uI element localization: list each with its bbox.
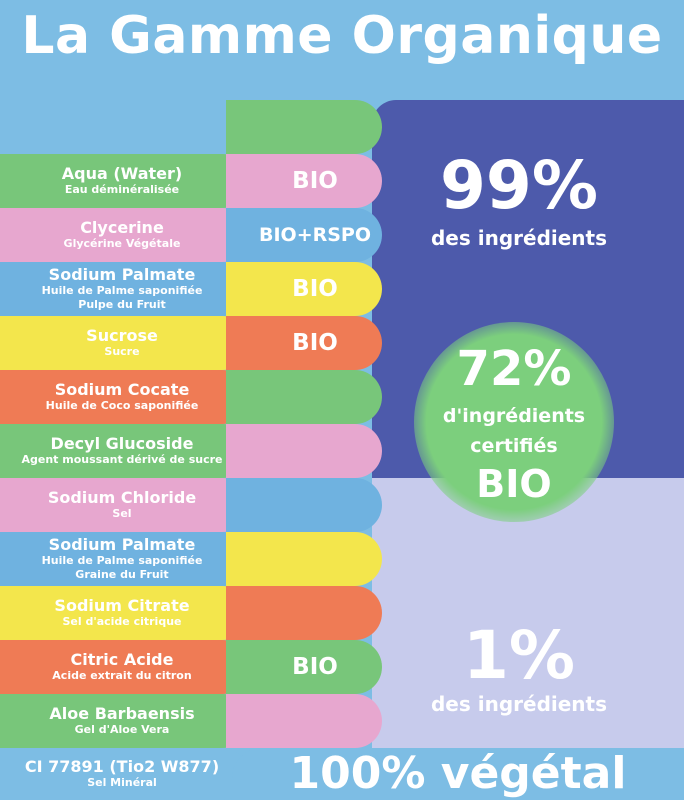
ingredient-name: Sodium Chloride — [47, 488, 197, 507]
certification-label: BIO+RSPO — [258, 224, 371, 246]
stat-72-line1: d'ingrédients — [442, 405, 586, 427]
ingredient-description: Eau déminéralisée — [64, 183, 180, 196]
certification-pill — [226, 586, 382, 640]
ingredient-description: Sel Minéral — [87, 776, 157, 789]
certification-label: BIO — [292, 168, 338, 194]
certification-label: BIO — [292, 330, 338, 356]
stat-1-value: 1% — [462, 617, 576, 694]
ingredient-name: Citric Acide — [70, 650, 174, 669]
ingredient-row: Decyl Glucoside Agent moussant dérivé de … — [0, 424, 248, 478]
certification-label: BIO — [292, 276, 338, 302]
certification-pill — [226, 478, 382, 532]
ingredient-row: Sodium Palmate Huile de Palme saponifiée P… — [0, 262, 248, 316]
certification-pill — [226, 370, 382, 424]
ingredient-description-extra: Pulpe du Fruit — [78, 298, 166, 311]
certification-pill: BIO — [226, 154, 382, 208]
stat-panel-1 — [372, 478, 684, 748]
ingredient-description-extra: Graine du Fruit — [75, 568, 169, 581]
stat-72-line2: certifiés — [470, 435, 558, 457]
certification-pill — [226, 424, 382, 478]
ingredient-description: Huile de Coco saponifiée — [45, 399, 199, 412]
ingredient-name: Sodium Palmate — [48, 265, 196, 284]
ingredient-name: Sodium Palmate — [48, 535, 196, 554]
stat-72-badge — [414, 322, 614, 522]
ingredient-row: Aloe Barbaensis Gel d'Aloe Vera — [0, 694, 248, 748]
ingredient-description: Acide extrait du citron — [52, 669, 192, 682]
certification-label: BIO — [292, 654, 338, 680]
certification-pill: BIO — [226, 316, 382, 370]
stat-72-line3: BIO — [476, 462, 552, 506]
ingredient-name: CI 77891 (Tio2 W877) — [24, 757, 220, 776]
stat-1-caption: des ingrédients — [430, 692, 608, 716]
ingredient-row: Clycerine Glycérine Végétale — [0, 208, 248, 262]
stat-72-value: 72% — [456, 341, 572, 397]
ingredient-description: Sucre — [104, 345, 140, 358]
ingredient-row: Citric Acide Acide extrait du citron — [0, 640, 248, 694]
footer-banner: 100% végétal — [232, 748, 684, 800]
page-title: La Gamme Organique — [21, 6, 663, 66]
stat-99-caption: des ingrédients — [430, 226, 608, 250]
ingredient-description: Gel d'Aloe Vera — [74, 723, 170, 736]
ingredient-row: Sodium Chloride Sel — [0, 478, 248, 532]
ingredient-description: Agent moussant dérivé de sucre — [21, 453, 223, 466]
ingredient-description: Huile de Palme saponifiée — [41, 554, 203, 567]
ingredient-row: Sodium Cocate Huile de Coco saponifiée — [0, 370, 248, 424]
ingredient-description: Huile de Palme saponifiée — [41, 284, 203, 297]
ingredient-name: Decyl Glucoside — [50, 434, 194, 453]
ingredient-row: CI 77891 (Tio2 W877) Sel Minéral — [0, 748, 248, 800]
ingredient-name: Sodium Citrate — [54, 596, 190, 615]
ingredient-description: Glycérine Végétale — [63, 237, 181, 250]
certification-pill: BIO+RSPO — [226, 208, 382, 262]
ingredient-row: Sodium Citrate Sel d'acide citrique — [0, 586, 248, 640]
certification-pill — [226, 100, 382, 154]
ingredient-name: Aqua (Water) — [61, 164, 183, 183]
certification-pill: BIO — [226, 640, 382, 694]
ingredient-name: Clycerine — [80, 218, 164, 237]
certification-pill: BIO — [226, 262, 382, 316]
ingredient-row: Sodium Palmate Huile de Palme saponifiée G… — [0, 532, 248, 586]
ingredient-description: Sel — [112, 507, 132, 520]
ingredient-name: Sodium Cocate — [54, 380, 190, 399]
ingredient-description: Sel d'acide citrique — [62, 615, 182, 628]
certification-pill — [226, 694, 382, 748]
certification-pill — [226, 532, 382, 586]
ingredient-row: Sucrose Sucre — [0, 316, 248, 370]
ingredient-name: Sucrose — [86, 326, 158, 345]
stat-99-value: 99% — [440, 147, 598, 224]
ingredient-row: Aqua (Water) Eau déminéralisée — [0, 154, 248, 208]
ingredient-name: Aloe Barbaensis — [49, 704, 195, 723]
footer-text: 100% végétal — [289, 748, 627, 799]
